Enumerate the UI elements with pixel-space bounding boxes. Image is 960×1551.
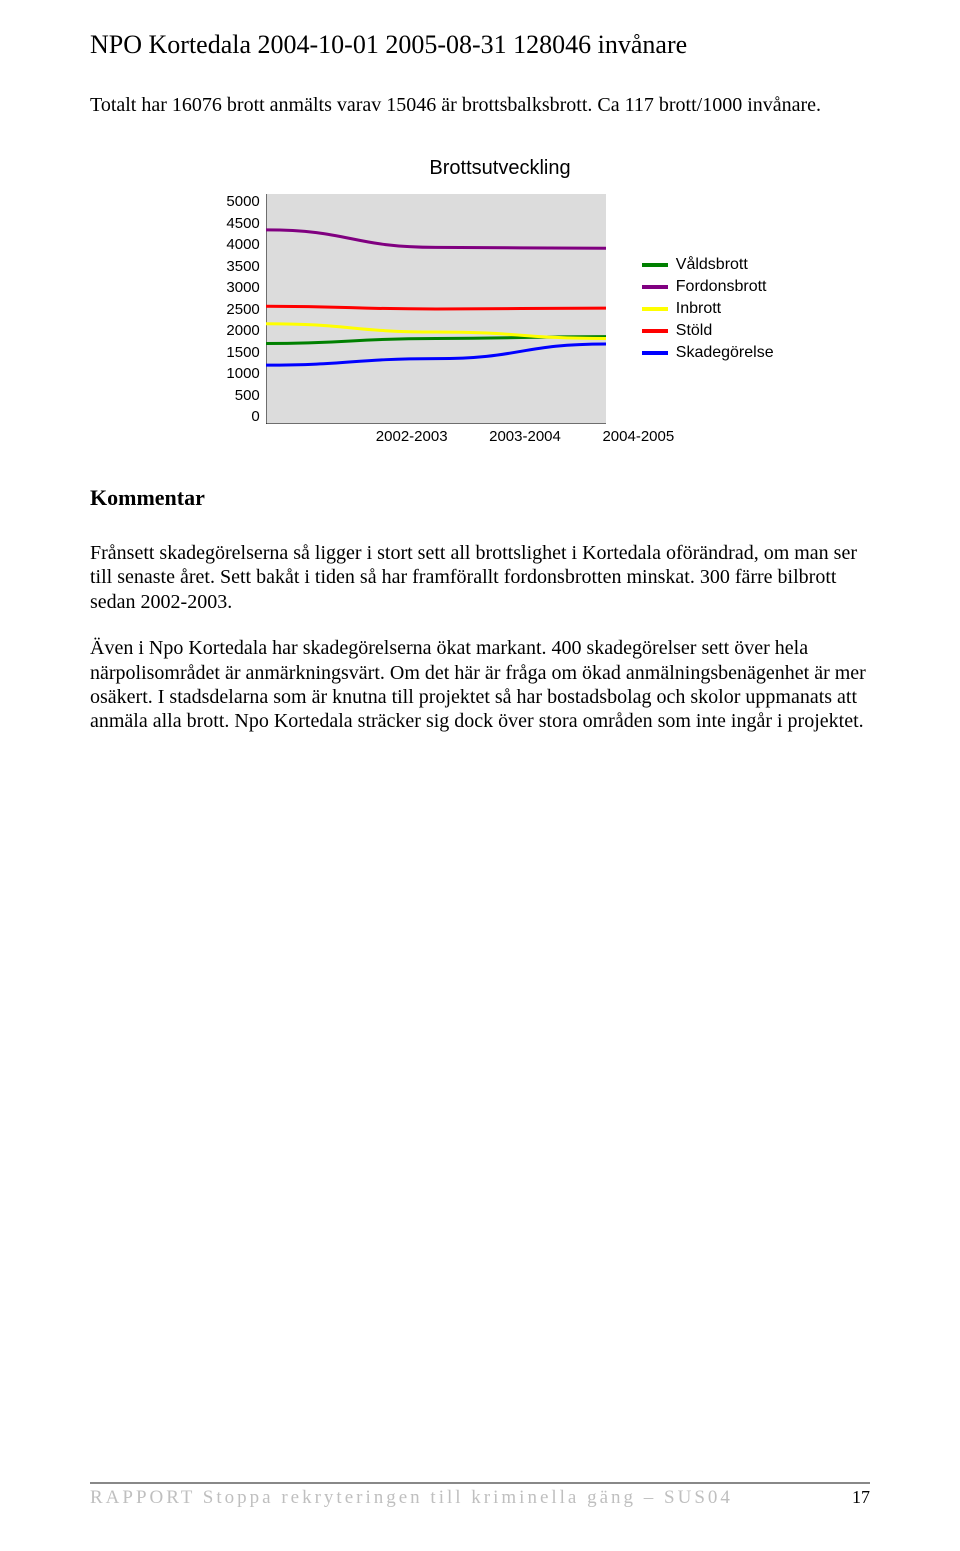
page-title: NPO Kortedala 2004-10-01 2005-08-31 1280… xyxy=(90,30,870,60)
section-heading-kommentar: Kommentar xyxy=(90,485,870,511)
line-chart xyxy=(266,194,606,424)
y-axis: 5000450040003500300025002000150010005000 xyxy=(226,194,265,424)
y-tick-label: 4000 xyxy=(226,237,259,252)
legend-item: Inbrott xyxy=(642,300,774,318)
legend-item: Fordonsbrott xyxy=(642,278,774,296)
legend-swatch xyxy=(642,329,668,333)
footer-rule xyxy=(90,1482,870,1484)
y-tick-label: 0 xyxy=(251,409,259,424)
x-tick-label: 2002-2003 xyxy=(355,428,468,445)
legend-swatch xyxy=(642,307,668,311)
paragraph-1: Frånsett skadegörelserna så ligger i sto… xyxy=(90,541,870,614)
y-tick-label: 1500 xyxy=(226,345,259,360)
y-tick-label: 2500 xyxy=(226,302,259,317)
paragraph-2: Även i Npo Kortedala har skadegörelserna… xyxy=(90,636,870,734)
legend-label: Våldsbrott xyxy=(676,256,748,274)
legend-label: Stöld xyxy=(676,322,712,340)
y-tick-label: 500 xyxy=(235,388,260,403)
legend-label: Fordonsbrott xyxy=(676,278,767,296)
chart-title: Brottsutveckling xyxy=(429,157,570,180)
legend-item: Våldsbrott xyxy=(642,256,774,274)
legend-label: Inbrott xyxy=(676,300,721,318)
y-tick-label: 4500 xyxy=(226,216,259,231)
chart-container: Brottsutveckling 50004500400035003000250… xyxy=(130,157,870,445)
legend-label: Skadegörelse xyxy=(676,344,774,362)
page-footer: RAPPORT Stoppa rekryteringen till krimin… xyxy=(90,1482,870,1509)
x-axis: 2002-20032003-20042004-2005 xyxy=(355,428,695,445)
y-tick-label: 3000 xyxy=(226,280,259,295)
legend-item: Skadegörelse xyxy=(642,344,774,362)
page-number: 17 xyxy=(852,1487,870,1508)
legend-item: Stöld xyxy=(642,322,774,340)
legend-swatch xyxy=(642,285,668,289)
footer-text: RAPPORT Stoppa rekryteringen till krimin… xyxy=(90,1487,733,1509)
y-tick-label: 2000 xyxy=(226,323,259,338)
legend-swatch xyxy=(642,263,668,267)
y-tick-label: 5000 xyxy=(226,194,259,209)
legend: Våldsbrott Fordonsbrott Inbrott Stöld Skadeg… xyxy=(642,256,774,362)
x-tick-label: 2004-2005 xyxy=(582,428,695,445)
y-tick-label: 3500 xyxy=(226,259,259,274)
x-tick-label: 2003-2004 xyxy=(468,428,581,445)
summary-line: Totalt har 16076 brott anmälts varav 150… xyxy=(90,94,870,117)
y-tick-label: 1000 xyxy=(226,366,259,381)
legend-swatch xyxy=(642,351,668,355)
